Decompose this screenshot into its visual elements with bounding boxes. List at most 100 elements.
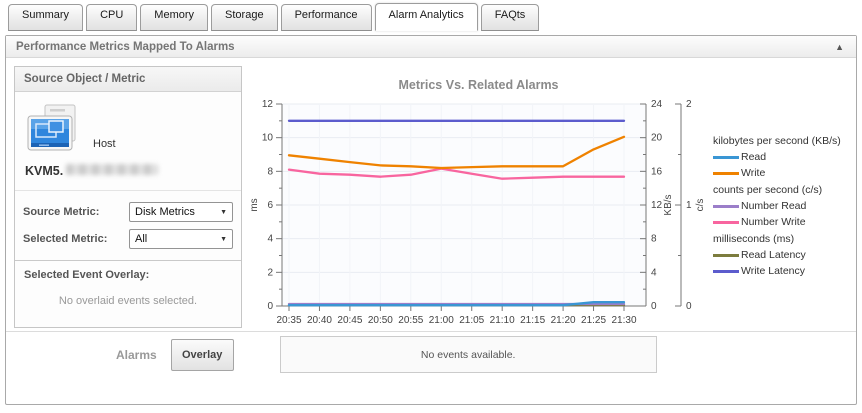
source-panel-title: Source Object / Metric — [15, 67, 241, 92]
selected-metric-select[interactable]: All ▼ — [129, 229, 233, 249]
svg-text:4: 4 — [267, 234, 273, 245]
series-write — [287, 135, 626, 170]
legend-swatch — [713, 155, 739, 159]
svg-text:20: 20 — [651, 133, 663, 144]
svg-text:20:45: 20:45 — [337, 315, 362, 326]
series-read — [287, 301, 626, 307]
svg-text:20:35: 20:35 — [276, 315, 301, 326]
event-overlay-empty: No overlaid events selected. — [58, 295, 198, 307]
legend-swatch — [713, 204, 739, 208]
legend-item-number_read[interactable]: Number Read — [713, 200, 841, 212]
series-number_write — [287, 167, 626, 180]
chart-area: Metrics Vs. Related Alarms 0 2 4 6 8 10 12 ms 20… — [246, 58, 858, 334]
event-overlay-section: Selected Event Overlay: No overlaid even… — [15, 260, 241, 327]
host-section: Host — [15, 92, 241, 160]
legend-swatch — [713, 269, 739, 273]
svg-text:10: 10 — [262, 133, 274, 144]
tab-bar: Summary CPU Memory Storage Performance A… — [0, 0, 862, 31]
svg-text:1: 1 — [686, 200, 692, 211]
legend-item-label: Number Read — [741, 200, 807, 212]
overlay-button[interactable]: Overlay — [170, 338, 234, 371]
legend-item-number_write[interactable]: Number Write — [713, 216, 841, 228]
svg-text:2: 2 — [267, 267, 273, 278]
tab-faqts[interactable]: FAQts — [480, 4, 540, 31]
svg-text:KB/s: KB/s — [663, 194, 674, 215]
legend-swatch — [713, 253, 739, 257]
panel-header: Performance Metrics Mapped To Alarms ▲ — [6, 36, 856, 58]
chevron-down-icon: ▼ — [220, 235, 227, 243]
metric-form: Source Metric: Disk Metrics ▼ Selected M… — [15, 191, 241, 260]
legend-item-label: Read — [741, 151, 767, 163]
svg-text:16: 16 — [651, 166, 663, 177]
legend-group-header: counts per second (c/s) — [713, 184, 823, 196]
source-metric-label: Source Metric: — [23, 206, 100, 218]
no-events-text: No events available. — [420, 348, 516, 361]
chevron-down-icon: ▼ — [220, 208, 227, 216]
legend-item-read_latency[interactable]: Read Latency — [713, 249, 841, 261]
legend-item-label: Write — [741, 167, 766, 179]
svg-text:ms: ms — [249, 198, 260, 211]
alarms-row: Alarms Overlay No events available. — [6, 336, 856, 373]
chart-title: Metrics Vs. Related Alarms — [398, 78, 559, 92]
tab-performance[interactable]: Performance — [280, 4, 372, 31]
svg-text:6: 6 — [267, 200, 273, 211]
svg-text:21:10: 21:10 — [490, 315, 515, 326]
alarms-label: Alarms — [116, 347, 157, 362]
host-name-prefix: KVM5. — [25, 164, 64, 178]
collapse-up-icon[interactable]: ▲ — [835, 41, 844, 52]
legend-item-label: Read Latency — [741, 249, 806, 261]
tab-cpu[interactable]: CPU — [86, 4, 138, 31]
host-type-label: Host — [93, 138, 116, 150]
svg-text:21:30: 21:30 — [611, 315, 636, 326]
divider — [15, 190, 241, 191]
svg-text:21:15: 21:15 — [520, 315, 545, 326]
svg-text:21:05: 21:05 — [459, 315, 484, 326]
host-name: KVM5. — [15, 160, 241, 190]
svg-text:0: 0 — [686, 301, 692, 312]
legend-item-write[interactable]: Write — [713, 167, 841, 179]
svg-text:12: 12 — [262, 99, 274, 110]
svg-text:c/s: c/s — [695, 199, 706, 212]
host-name-redacted — [66, 164, 159, 175]
legend-item-write_latency[interactable]: Write Latency — [713, 265, 841, 277]
svg-text:0: 0 — [267, 301, 273, 312]
svg-text:21:00: 21:00 — [429, 315, 454, 326]
source-metric-select[interactable]: Disk Metrics ▼ — [129, 202, 233, 222]
svg-text:0: 0 — [651, 301, 657, 312]
legend-item-label: Number Write — [741, 216, 806, 228]
svg-text:20:50: 20:50 — [368, 315, 393, 326]
svg-text:8: 8 — [267, 166, 273, 177]
tab-alarm-analytics[interactable]: Alarm Analytics — [374, 3, 478, 31]
legend-group-header: kilobytes per second (KB/s) — [713, 135, 841, 147]
event-overlay-label: Selected Event Overlay: — [24, 269, 150, 281]
svg-text:8: 8 — [651, 234, 657, 245]
no-events-box: No events available. — [279, 336, 657, 373]
host-icon — [25, 104, 83, 156]
tab-memory[interactable]: Memory — [140, 4, 209, 31]
performance-metrics-panel: Performance Metrics Mapped To Alarms ▲ S… — [5, 35, 857, 405]
tab-storage[interactable]: Storage — [211, 4, 278, 31]
tab-summary[interactable]: Summary — [8, 4, 84, 31]
source-metric-value: Disk Metrics — [135, 206, 195, 218]
svg-text:12: 12 — [651, 200, 663, 211]
svg-text:24: 24 — [651, 99, 663, 110]
svg-text:4: 4 — [651, 267, 657, 278]
legend-swatch — [713, 220, 739, 224]
svg-text:20:55: 20:55 — [398, 315, 423, 326]
chart-legend: kilobytes per second (KB/s) Read Write coun… — [713, 94, 841, 281]
source-object-panel: Source Object / Metric Host — [14, 66, 242, 328]
divider — [6, 331, 856, 332]
legend-item-read[interactable]: Read — [713, 151, 841, 163]
svg-text:21:20: 21:20 — [551, 315, 576, 326]
svg-text:21:25: 21:25 — [581, 315, 606, 326]
panel-title: Performance Metrics Mapped To Alarms — [16, 40, 235, 53]
legend-item-label: Write Latency — [741, 265, 805, 277]
svg-text:20:40: 20:40 — [307, 315, 332, 326]
legend-swatch — [713, 171, 739, 175]
selected-metric-label: Selected Metric: — [23, 233, 108, 245]
svg-text:2: 2 — [686, 99, 692, 110]
panel-body: Source Object / Metric Host — [6, 58, 856, 404]
legend-group-header: milliseconds (ms) — [713, 233, 795, 245]
selected-metric-value: All — [135, 233, 148, 245]
